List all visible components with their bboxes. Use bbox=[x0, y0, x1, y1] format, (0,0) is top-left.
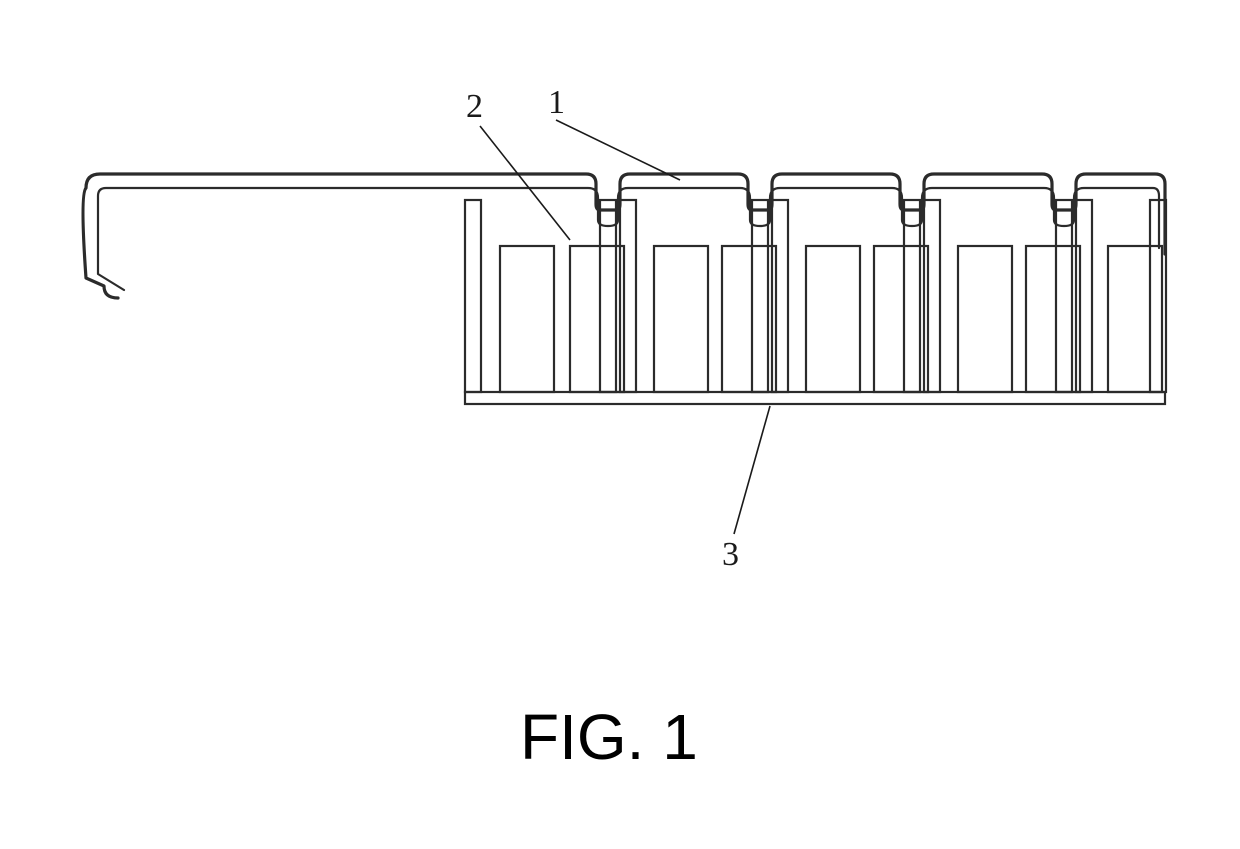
callout-label-3: 3 bbox=[722, 536, 739, 574]
callout-leader bbox=[480, 126, 570, 240]
figure-canvas: FIG. 1 1 2 3 bbox=[0, 0, 1240, 849]
pillar-tall bbox=[752, 200, 768, 392]
callout-leader bbox=[734, 406, 770, 534]
figure-caption: FIG. 1 bbox=[520, 700, 698, 774]
pillar-tall bbox=[924, 200, 940, 392]
pillar-short bbox=[958, 246, 1012, 392]
pillar-tall bbox=[1056, 200, 1072, 392]
callout-label-2: 2 bbox=[466, 88, 483, 126]
callout-label-1: 1 bbox=[548, 84, 565, 122]
pillar-short bbox=[500, 246, 554, 392]
pillar-tall bbox=[1076, 200, 1092, 392]
pillar-tall bbox=[772, 200, 788, 392]
pillar-tall bbox=[620, 200, 636, 392]
top-cover-inner bbox=[98, 188, 1159, 290]
pillar-short bbox=[806, 246, 860, 392]
pillar-short bbox=[1108, 246, 1162, 392]
callout-leader bbox=[556, 120, 680, 180]
pillar-short bbox=[654, 246, 708, 392]
pillar-tall bbox=[904, 200, 920, 392]
pillar-tall bbox=[465, 200, 481, 392]
pillar-tall bbox=[600, 200, 616, 392]
base-plate bbox=[465, 392, 1165, 404]
